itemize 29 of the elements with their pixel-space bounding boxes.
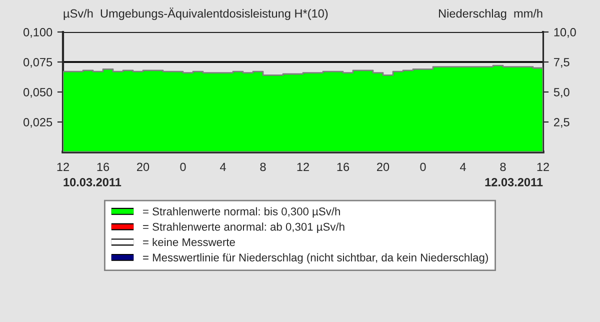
x-tick-label: 8 bbox=[500, 162, 506, 172]
y-tick-label: 0,075 bbox=[24, 58, 52, 68]
x-tick-label: 12 bbox=[57, 162, 69, 171]
x-tick-label: 16 bbox=[97, 162, 110, 172]
y2-tick-label: 5,0 bbox=[554, 88, 570, 98]
y2-tick-label: 7,5 bbox=[554, 58, 570, 68]
x-tick-label: 4 bbox=[220, 162, 226, 171]
y2-tick-label: 2,5 bbox=[554, 118, 570, 128]
y2-axis-title: Niederschlag mm/h bbox=[439, 8, 542, 20]
legend-label: = Strahlenwerte anormal: ab 0,301 µSv/h bbox=[143, 222, 344, 233]
x-tick-label: 0 bbox=[180, 162, 186, 172]
legend-label: = keine Messwerte bbox=[143, 238, 235, 246]
text: = Strahlenwerte normal: bis 0,300 µSv/h bbox=[143, 207, 340, 218]
y-tick-label: 0,025 bbox=[24, 118, 52, 128]
y-tick-label: 0,100 bbox=[24, 28, 52, 38]
y-tick-label: 0,050 bbox=[24, 88, 52, 98]
y2-tick-label: 10,0 bbox=[554, 28, 576, 38]
x-tick-label: 0 bbox=[420, 162, 426, 172]
text: 10.03.2011 bbox=[64, 178, 122, 186]
x-tick-label: 12 bbox=[297, 162, 309, 171]
x-tick-label: 16 bbox=[337, 162, 350, 172]
x-tick-label: 20 bbox=[137, 162, 150, 172]
x-tick-label: 12 bbox=[537, 162, 549, 171]
x-tick-label: 20 bbox=[377, 162, 390, 172]
text: 12.03.2011 bbox=[485, 178, 543, 186]
x-tick-label: 4 bbox=[460, 162, 466, 171]
x-tick-label: 8 bbox=[260, 162, 266, 172]
y-axis-title: µSv/h Umgebungs-Äquivalentdosisleistung H*(10) bbox=[64, 8, 328, 20]
legend-label: = Messwertlinie für Niederschlag (nicht sichtbar, da kein Niederschlag) bbox=[143, 253, 488, 264]
